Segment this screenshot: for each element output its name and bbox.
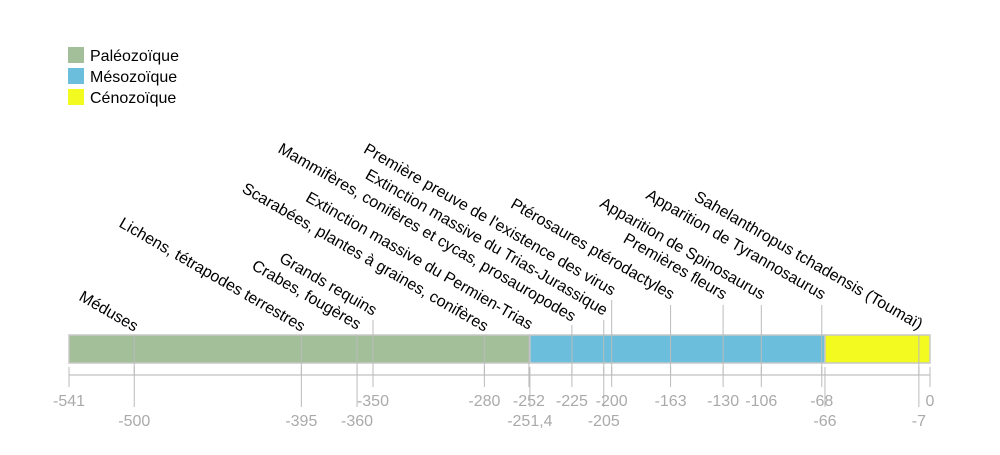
- event-label: Méduses: [76, 288, 141, 335]
- tick-label: -252: [513, 393, 545, 410]
- x-axis: -541-500 -395 -360-350 -280 -252-251,4-225-2…: [53, 367, 935, 430]
- tick-label: -541: [53, 393, 85, 410]
- tick-label: -205: [588, 413, 620, 430]
- legend-label: Paléozoïque: [90, 48, 179, 65]
- era-bar: [824, 334, 931, 364]
- tick-label: -106: [745, 393, 777, 410]
- tick-label: -163: [655, 393, 687, 410]
- legend-swatch: [68, 68, 84, 84]
- era-bar: [68, 334, 531, 364]
- legend-swatch: [68, 89, 84, 105]
- tick-label: -360: [341, 413, 373, 430]
- era-bars: [68, 334, 931, 364]
- legend: Paléozoïque Mésozoïque Cénozoïque: [68, 47, 179, 107]
- tick-label: -350: [357, 393, 389, 410]
- tick-label: -500: [118, 413, 150, 430]
- legend-label: Mésozoïque: [90, 69, 177, 86]
- tick-label: -280: [468, 393, 500, 410]
- tick-label: -251,4: [507, 413, 552, 430]
- tick-label: -7: [912, 413, 926, 430]
- legend-swatch: [68, 47, 84, 63]
- tick-label: -225: [556, 393, 588, 410]
- era-bar: [529, 334, 826, 364]
- tick-label: -68: [810, 393, 833, 410]
- tick-label: -66: [813, 413, 836, 430]
- legend-label: Cénozoïque: [90, 90, 176, 107]
- event-label: Sahelanthropus tchadensis (Toumaï): [691, 188, 925, 333]
- tick-label: -200: [596, 393, 628, 410]
- tick-label: -130: [707, 393, 739, 410]
- tick-label: -395: [285, 413, 317, 430]
- tick-label: 0: [926, 393, 935, 410]
